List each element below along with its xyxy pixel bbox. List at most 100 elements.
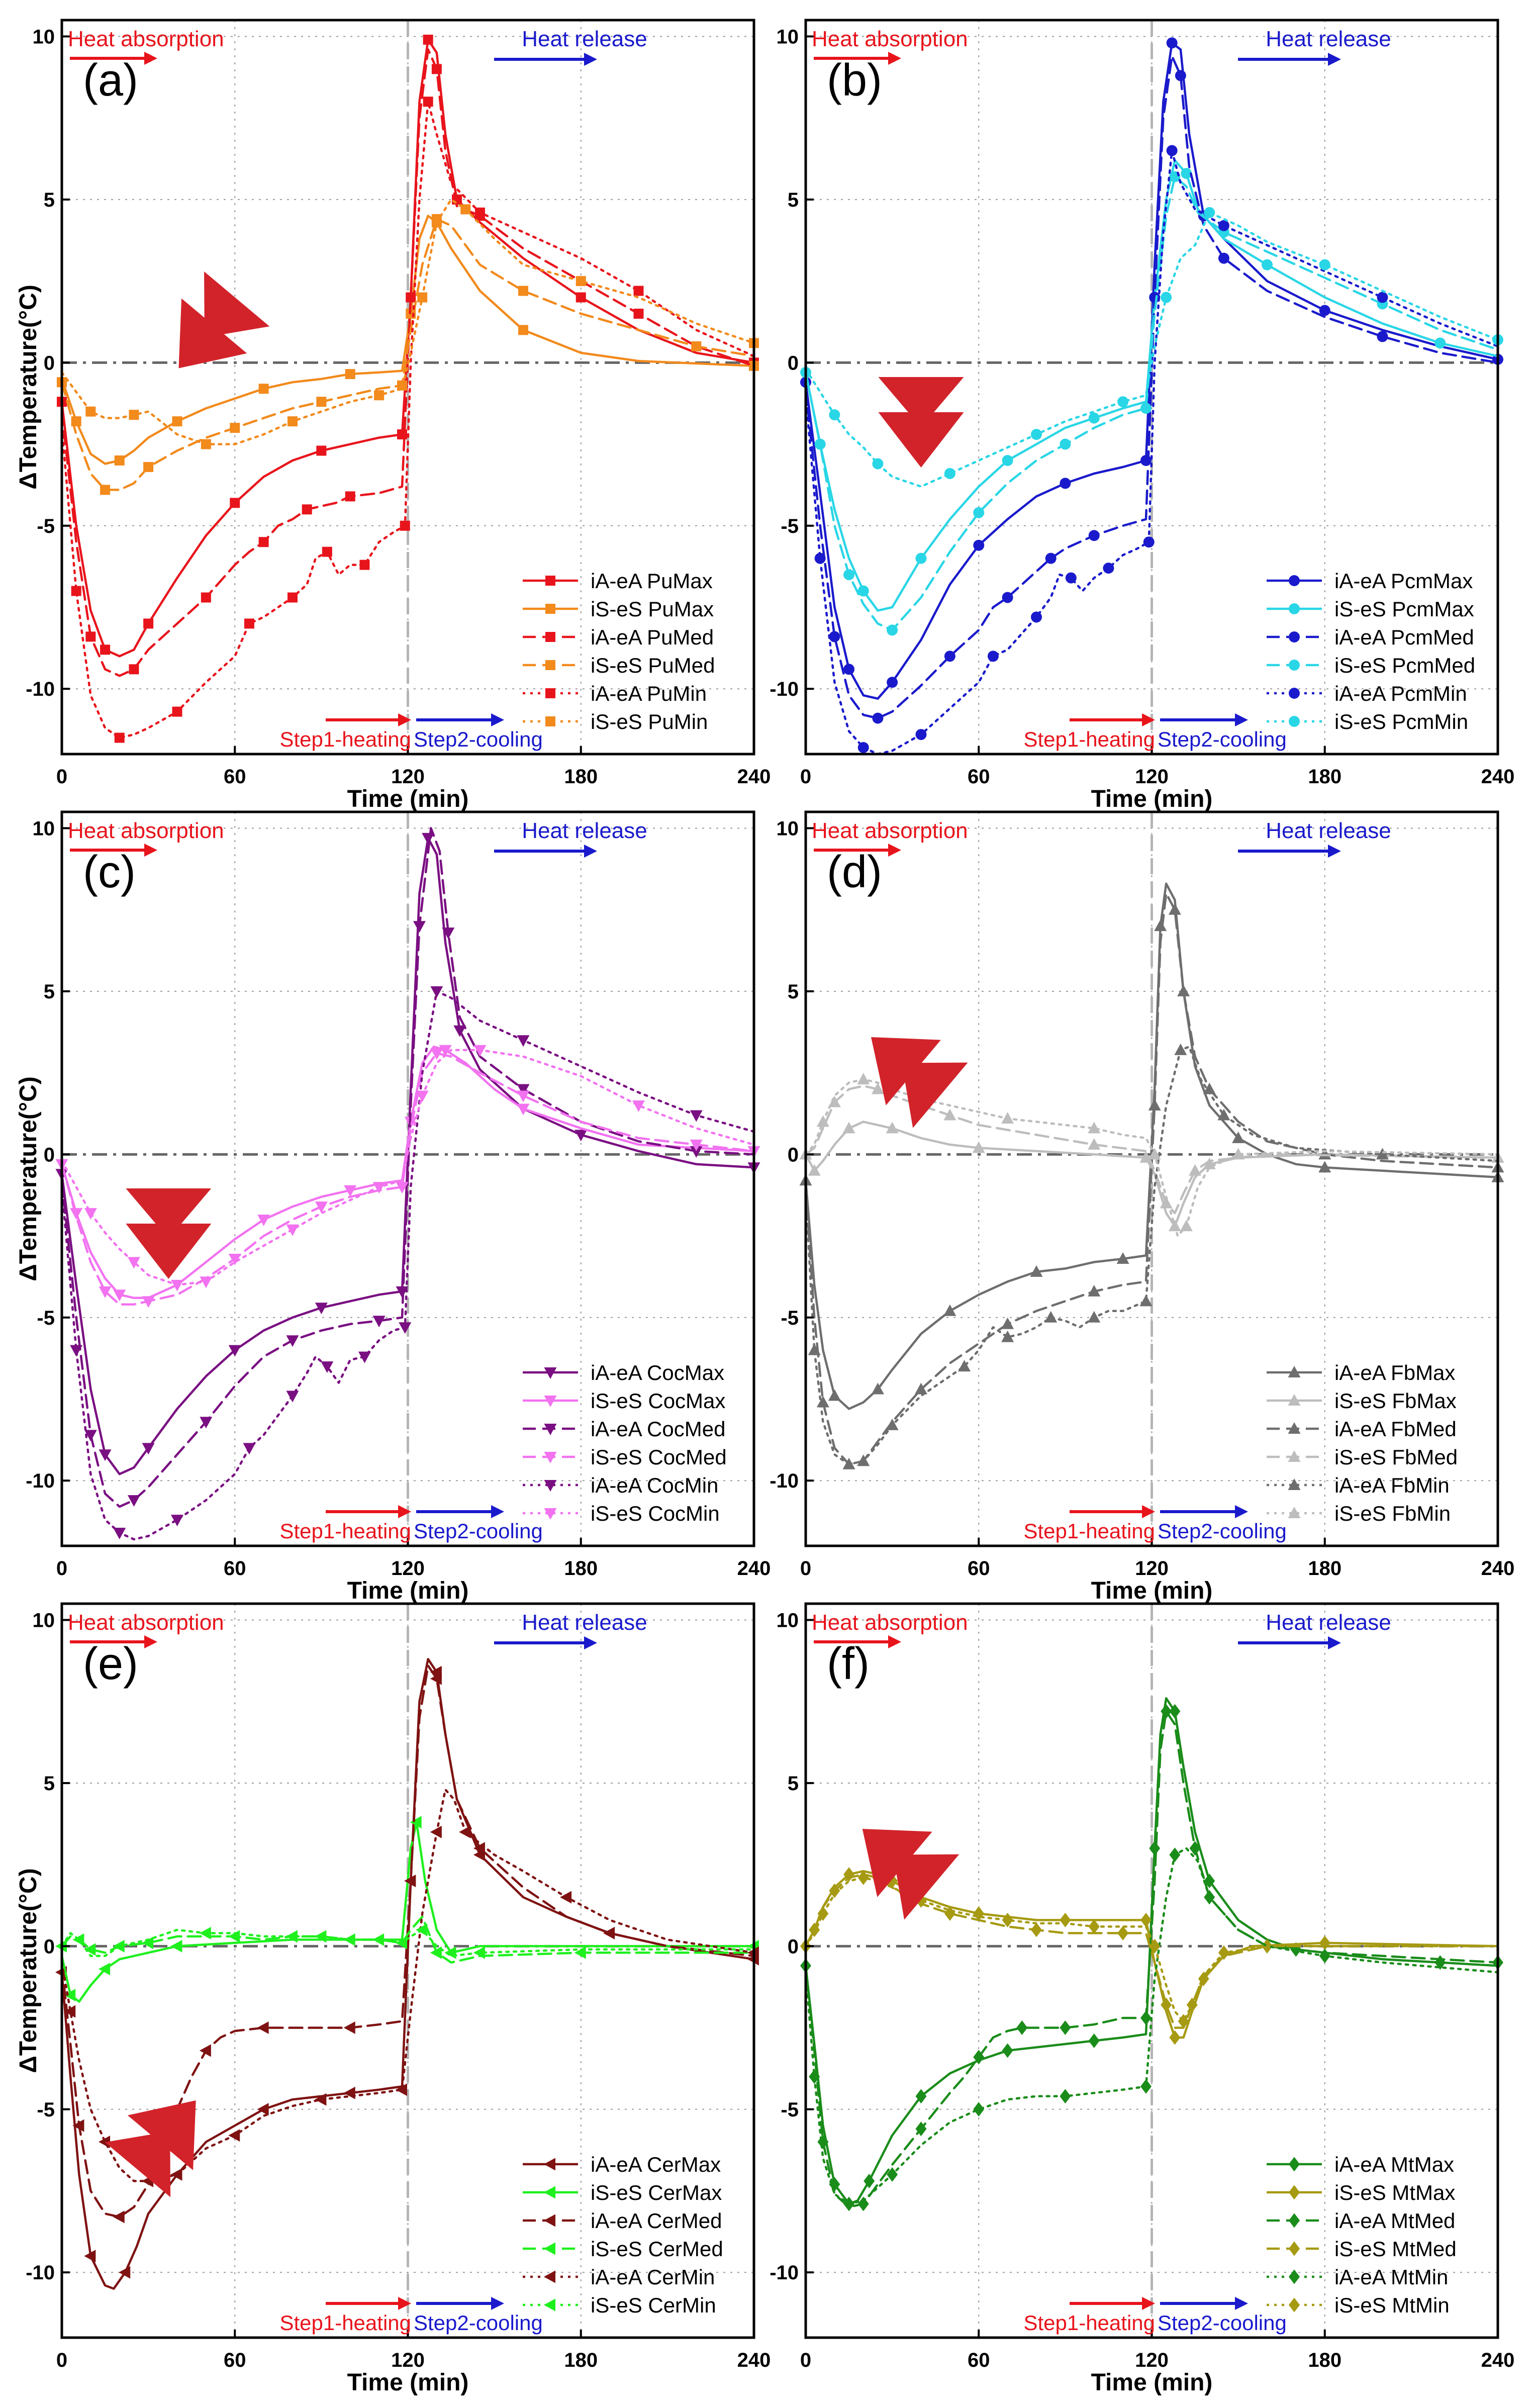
legend-marker [1288,1507,1301,1518]
heat-absorption-label: Heat absorption [812,27,968,51]
legend-marker [544,2270,555,2283]
data-point [517,1084,530,1096]
data-point [442,928,455,940]
legend-label: iA-eA PuMax [591,569,713,593]
legend-entry: iS-eS MtMin [1267,2293,1450,2317]
legend: iA-eA MtMax iS-eS MtMax iA-eA MtMed iS-eS M… [1267,2153,1457,2317]
data-point [258,537,269,547]
legend-marker [544,2158,555,2171]
data-point [1060,2089,1071,2104]
data-point [829,1883,840,1898]
data-point [359,560,370,570]
data-point [322,546,332,557]
legend-label: iS-eS PuMax [591,597,714,621]
data-point [302,504,312,515]
x-tick-label: 240 [737,2349,771,2371]
data-point [944,468,955,479]
data-point [1177,984,1190,996]
panel-label: (a) [83,55,138,106]
data-point [1203,1082,1216,1094]
legend-marker [544,1424,557,1435]
data-point [99,1963,111,1976]
series-line [60,38,755,658]
heat-release-label: Heat release [522,818,647,843]
legend-entry: iA-eA CocMin [523,1473,718,1497]
series-line [804,175,1499,631]
x-tick-label: 0 [56,766,67,788]
data-point [632,1100,645,1112]
x-tick-label: 120 [391,1557,425,1580]
data-point [1148,1148,1161,1160]
data-point [453,1025,466,1037]
data-point [358,1351,371,1363]
y-tick-label: -5 [781,2099,799,2121]
x-tick-label: 60 [968,1557,990,1580]
legend-label: iS-eS FbMed [1334,1445,1458,1469]
data-point [1149,1841,1161,1856]
step2-arrow [1160,713,1248,726]
legend-label: iA-eA CocMax [591,1361,724,1384]
data-point [228,1345,241,1357]
series-line [60,1928,755,1958]
series-ia-ea-pcmmed [804,55,1499,724]
heat-release-arrow [494,1636,597,1649]
heat-release-label: Heat release [522,1610,647,1635]
legend-label: iS-eS CerMin [591,2293,716,2317]
x-tick-label: 180 [1308,766,1341,788]
data-point [1031,1922,1042,1937]
step1-arrow [326,2297,411,2310]
legend-label: iS-eS MtMax [1334,2181,1455,2204]
data-point [1060,438,1071,450]
heat-release-arrow [494,53,597,66]
legend-entry: iA-eA PuMed [523,625,714,649]
y-tick-label: 5 [44,189,55,211]
heat-release-label: Heat release [1266,1610,1391,1635]
legend-entry: iS-eS MtMax [1267,2181,1455,2204]
step1-arrow [326,713,411,726]
data-point [129,410,139,420]
series-line [60,218,755,491]
data-point [230,423,240,433]
legend-label: iA-eA MtMin [1334,2265,1448,2289]
series-line [60,827,755,1508]
legend-marker [545,576,555,586]
y-tick-label: 10 [777,1609,799,1631]
step1-label: Step1-heating [279,2311,411,2335]
data-point [257,2103,269,2116]
legend-entry: iA-eA PuMax [523,569,713,593]
data-point [1088,1284,1101,1296]
data-point [887,624,898,636]
y-tick-label: -5 [37,1307,55,1329]
chart-panel-5: 0 60 120 180 240 -10 -5 0 5 10 Time (min) ΔTemperat… [15,1602,771,2396]
x-tick-label: 240 [1481,2349,1515,2371]
data-point [1319,1935,1330,1951]
data-point [430,1946,442,1959]
data-point [343,2021,355,2034]
highlight-arrow [862,1828,960,1920]
y-tick-label: -10 [770,2262,799,2284]
legend-marker [544,1367,557,1379]
data-point [1045,552,1057,564]
data-point [1148,1099,1161,1110]
data-point [1377,331,1388,342]
data-point [1218,252,1229,264]
legend-entry: iA-eA CocMed [523,1417,725,1441]
panel-label: (d) [827,847,882,897]
data-point [808,1164,821,1176]
series-line [804,1078,1499,1237]
legend-entry: iS-eS CerMin [523,2293,716,2317]
step2-arrow [1160,1505,1248,1518]
data-point [817,1906,829,1921]
data-point [1140,2010,1152,2025]
series-ia-ea-cocmin [60,986,755,1541]
data-point [119,2266,131,2279]
y-tick-label: 0 [788,352,799,374]
data-point [396,1182,409,1194]
data-point [127,1495,140,1507]
data-point [517,1090,530,1102]
legend: iA-eA CerMax iS-eS CerMax iA-eA CerMed iS-e… [523,2153,723,2317]
data-point [114,455,125,466]
y-tick-label: 5 [788,981,799,1003]
data-point [315,1201,328,1214]
x-tick-label: 0 [56,2349,67,2371]
